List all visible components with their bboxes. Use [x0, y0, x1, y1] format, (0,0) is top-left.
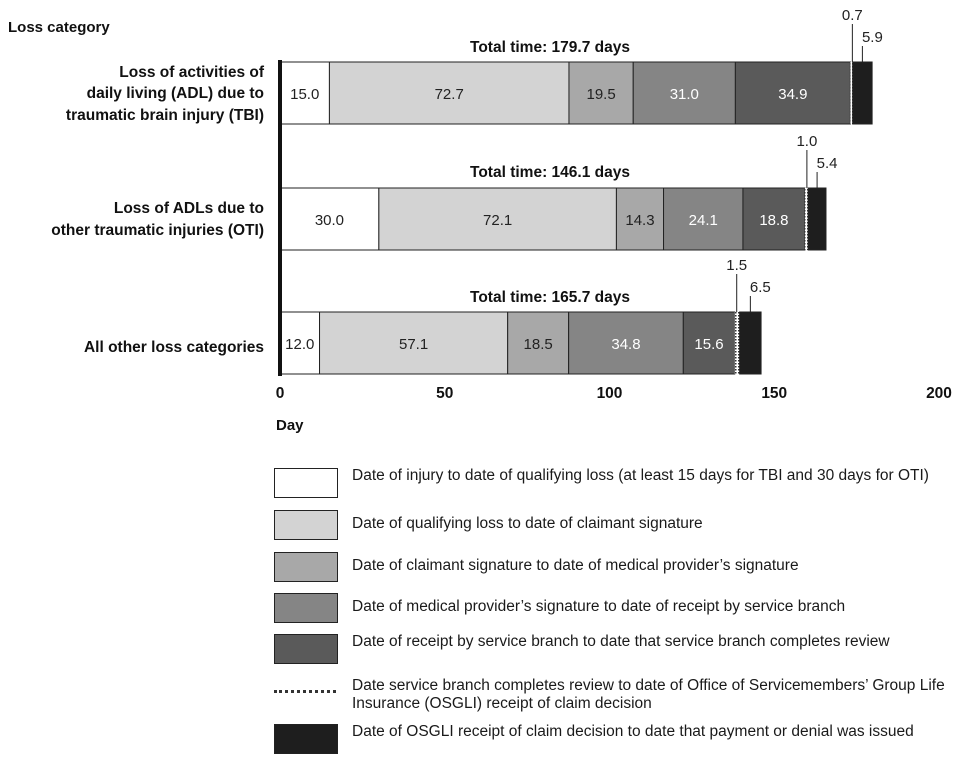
x-tick-label: 100	[597, 385, 623, 402]
bar-segment	[279, 187, 380, 251]
data-label: 34.8	[611, 336, 640, 353]
data-label: 57.1	[399, 336, 428, 353]
bar-segment	[319, 311, 509, 375]
bar-segment	[739, 311, 762, 375]
total-label: Total time: 165.7 days	[470, 289, 630, 306]
category-label: daily living (ADL) due to	[87, 85, 264, 102]
bar-segment	[328, 61, 570, 125]
legend-swatch	[274, 552, 338, 582]
bar-segment	[568, 311, 684, 375]
data-label: 15.6	[694, 336, 723, 353]
data-label: 14.3	[625, 212, 654, 229]
bar-segment	[378, 187, 617, 251]
legend-swatch	[274, 724, 338, 754]
bar-segment	[632, 61, 736, 125]
data-label: 0.7	[842, 7, 863, 24]
legend-swatch	[274, 634, 338, 664]
data-label: 5.9	[862, 29, 883, 46]
category-label: traumatic brain injury (TBI)	[66, 107, 264, 124]
bar-segment	[568, 61, 634, 125]
data-label: 24.1	[689, 212, 718, 229]
bar-segment	[279, 61, 330, 125]
data-label: 18.5	[524, 336, 553, 353]
category-label: All other loss categories	[84, 339, 264, 356]
bar-segment	[663, 187, 744, 251]
data-label: 72.1	[483, 212, 512, 229]
category-label: Loss of ADLs due to	[114, 200, 264, 217]
total-label: Total time: 179.7 days	[470, 39, 630, 56]
bar-segment	[682, 311, 736, 375]
bar-segment	[807, 187, 827, 251]
legend-dotted-swatch	[274, 690, 336, 693]
legend-label: Date service branch completes review to …	[352, 677, 945, 712]
data-label: 72.7	[435, 86, 464, 103]
bar-segment	[615, 187, 665, 251]
legend-label: Date of OSGLI receipt of claim decision …	[352, 723, 914, 740]
bar-segment	[804, 188, 809, 250]
data-label: 15.0	[290, 86, 319, 103]
data-label: 5.4	[817, 155, 838, 172]
bar-segment	[279, 311, 321, 375]
data-label: 31.0	[670, 86, 699, 103]
bar-segment	[850, 62, 854, 124]
legend-label: Date of receipt by service branch to dat…	[352, 633, 890, 650]
data-label: 6.5	[750, 279, 771, 296]
legend-label: Date of injury to date of qualifying los…	[352, 467, 929, 484]
legend-swatch	[274, 593, 338, 623]
legend-label: Date of claimant signature to date of me…	[352, 557, 799, 574]
legend-swatch	[274, 468, 338, 498]
data-label: 18.8	[759, 212, 788, 229]
x-tick-label: 200	[926, 385, 952, 402]
x-axis-title: Day	[276, 417, 304, 434]
bar-segment	[734, 61, 851, 125]
data-label: 19.5	[586, 86, 615, 103]
category-label: Loss of activities of	[119, 64, 265, 81]
x-tick-label: 50	[436, 385, 453, 402]
y-axis-title: Loss category	[8, 19, 110, 36]
data-label: 30.0	[315, 212, 344, 229]
data-label: 1.0	[796, 133, 817, 150]
total-label: Total time: 146.1 days	[470, 164, 630, 181]
legend-label: Date of qualifying loss to date of claim…	[352, 515, 703, 532]
category-label: other traumatic injuries (OTI)	[51, 222, 264, 239]
data-label: 34.9	[778, 86, 807, 103]
bar-segment	[852, 61, 873, 125]
x-tick-label: 150	[761, 385, 787, 402]
stacked-bar-chart: Loss category Day Loss of activities of dai…	[8, 7, 952, 434]
x-tick-label: 0	[276, 385, 285, 402]
legend-swatch	[274, 510, 338, 540]
data-label: 1.5	[726, 257, 747, 274]
bar-segment	[734, 312, 740, 374]
data-label: 12.0	[285, 336, 314, 353]
legend-label: Date of medical provider’s signature to …	[352, 598, 846, 615]
